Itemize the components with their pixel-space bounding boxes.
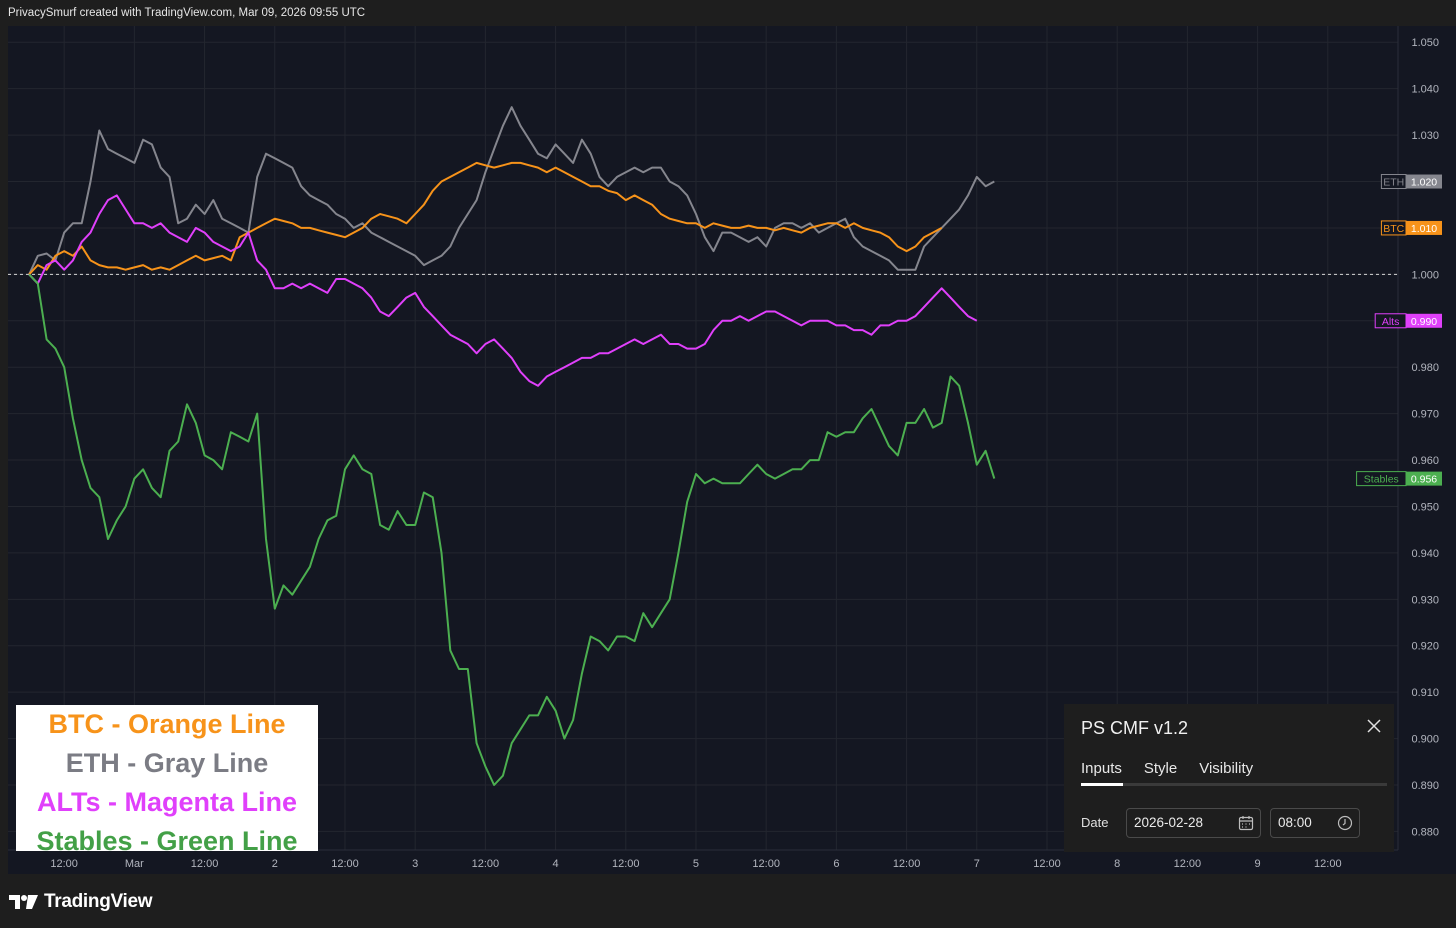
footer-bar	[0, 874, 1456, 928]
y-tick-label: 0.950	[1411, 501, 1439, 513]
y-tick-label: 1.050	[1411, 37, 1439, 49]
series-name-text: Alts	[1382, 316, 1400, 328]
series-line-stables[interactable]	[28, 273, 996, 786]
series-value-badge	[1406, 313, 1442, 328]
last-value-label-alts: Alts 0.990	[1374, 313, 1442, 329]
series-value-badge	[1406, 471, 1442, 486]
series-line-eth[interactable]	[28, 106, 995, 275]
x-tick-label: 7	[974, 858, 980, 870]
indicator-settings-panel: PS CMF v1.2 Inputs Style Visibility Date…	[1064, 704, 1394, 852]
date-label: Date	[1081, 815, 1109, 830]
x-tick-label: 12:00	[1314, 858, 1342, 870]
series-name-text: BTC	[1383, 223, 1404, 235]
x-tick-label: 12:00	[472, 858, 500, 870]
y-tick-label: 1.040	[1411, 84, 1439, 96]
y-tick-label: 0.970	[1411, 409, 1439, 421]
y-tick-label: 0.940	[1411, 548, 1439, 560]
date-value: 2026-02-28	[1134, 815, 1204, 830]
series-value-badge	[1406, 220, 1442, 235]
last-value-labels: ETH 1.020 BTC 1.010 Alts 0.990 Stables 0.956	[1356, 174, 1442, 487]
tab-style[interactable]: Style	[1143, 760, 1178, 777]
series-legend-box: BTC - Orange Line ETH - Gray Line ALTs -…	[16, 705, 318, 856]
date-input[interactable]: 2026-02-28	[1126, 808, 1261, 838]
legend-eth: ETH - Gray Line	[65, 748, 269, 778]
x-tick-label: 9	[1255, 858, 1261, 870]
tab-track	[1081, 783, 1387, 786]
legend-btc: BTC - Orange Line	[48, 709, 286, 739]
y-tick-label: 0.880	[1411, 826, 1439, 838]
last-value-label-stables: Stables 0.956	[1356, 471, 1442, 487]
tradingview-logo[interactable]: TradingView	[9, 889, 153, 915]
panel-title: PS CMF v1.2	[1081, 718, 1189, 738]
x-tick-label: 3	[412, 858, 418, 870]
x-tick-label: 12:00	[50, 858, 78, 870]
x-tick-label: Mar	[125, 858, 144, 870]
y-tick-label: 0.910	[1411, 687, 1439, 699]
x-tick-label: 12:00	[752, 858, 780, 870]
x-tick-label: 5	[693, 858, 699, 870]
series-line-alts[interactable]	[28, 194, 978, 387]
x-tick-label: 4	[553, 858, 559, 870]
y-tick-label: 0.920	[1411, 641, 1439, 653]
time-value: 08:00	[1278, 815, 1312, 830]
panel-tabs: Inputs Style Visibility	[1081, 760, 1253, 777]
series-value-text: 1.020	[1411, 177, 1437, 189]
series-value-badge	[1406, 174, 1442, 189]
series-value-text: 1.010	[1411, 223, 1437, 235]
calendar-icon[interactable]	[1238, 815, 1254, 831]
x-tick-label: 2	[272, 858, 278, 870]
series-layer	[28, 106, 996, 786]
tradingview-logo-icon	[9, 895, 38, 909]
x-tick-label: 12:00	[1033, 858, 1061, 870]
x-tick-label: 12:00	[612, 858, 640, 870]
y-tick-label: 0.980	[1411, 362, 1439, 374]
tab-inputs[interactable]: Inputs	[1081, 760, 1122, 777]
x-tick-label: 8	[1114, 858, 1120, 870]
y-tick-label: 0.930	[1411, 594, 1439, 606]
series-name-text: Stables	[1364, 474, 1399, 486]
y-tick-label: 0.900	[1411, 734, 1439, 746]
attribution-header: PrivacySmurf created with TradingView.co…	[0, 0, 1456, 26]
last-value-label-btc: BTC 1.010	[1380, 220, 1442, 236]
close-icon[interactable]	[1366, 718, 1382, 734]
legend-stables: Stables - Green Line	[36, 826, 298, 856]
tab-visibility[interactable]: Visibility	[1199, 760, 1254, 777]
x-tick-label: 12:00	[331, 858, 359, 870]
x-tick-label: 12:00	[191, 858, 219, 870]
y-tick-label: 1.030	[1411, 130, 1439, 142]
series-value-text: 0.990	[1411, 316, 1437, 328]
x-axis[interactable]: 12:00 Mar 12:00 2 12:00 3 12:00 4 12:00 5 12:00 6 12…	[50, 858, 1341, 870]
series-name-text: ETH	[1383, 177, 1404, 189]
time-input[interactable]: 08:00	[1270, 808, 1360, 838]
y-tick-label: 0.960	[1411, 455, 1439, 467]
y-tick-label: 1.000	[1411, 269, 1439, 281]
active-tab-indicator	[1081, 783, 1123, 786]
x-tick-label: 6	[833, 858, 839, 870]
y-tick-label: 0.890	[1411, 780, 1439, 792]
series-line-btc[interactable]	[28, 161, 943, 276]
clock-icon[interactable]	[1337, 815, 1353, 831]
last-value-label-eth: ETH 1.020	[1380, 174, 1442, 190]
legend-alts: ALTs - Magenta Line	[36, 787, 297, 817]
series-value-text: 0.956	[1411, 474, 1437, 486]
x-tick-label: 12:00	[893, 858, 921, 870]
tradingview-wordmark: TradingView	[44, 891, 153, 912]
x-tick-label: 12:00	[1174, 858, 1202, 870]
